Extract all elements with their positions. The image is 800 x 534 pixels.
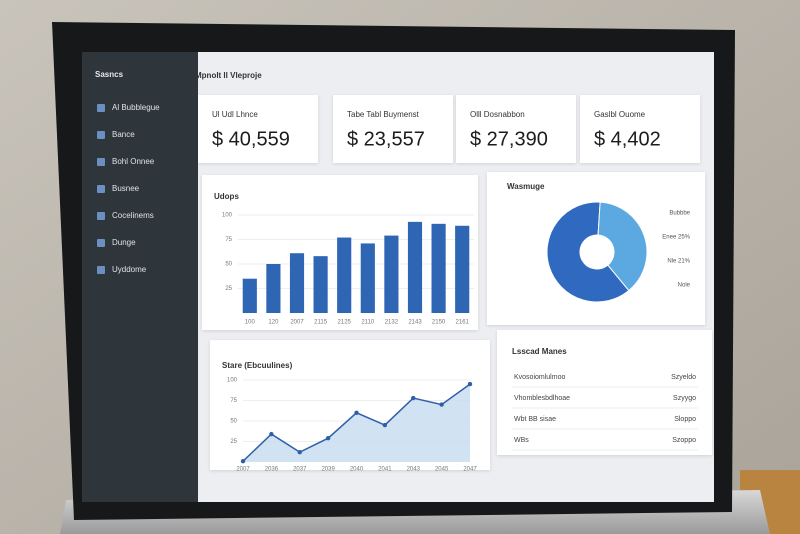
point (240, 458, 246, 464)
kpi-label: Gaslbl Ouome (594, 110, 646, 119)
x-tick-label: 120 (268, 320, 279, 326)
sidebar-icon (97, 131, 105, 139)
point (439, 402, 444, 407)
kpi-card (456, 95, 576, 163)
sidebar-icon (97, 158, 105, 166)
legend-label: Enee 25% (662, 235, 690, 241)
x-tick-label: 2040 (350, 467, 364, 473)
x-tick-label: 2047 (463, 467, 477, 473)
sidebar-item: Cocelinems (112, 211, 154, 220)
kpi-value: $ 40,559 (212, 128, 290, 150)
pie-title: Wasmuge (507, 182, 545, 191)
table-cell: Wbt BB sisae (514, 416, 556, 423)
table-cell: Szoppo (672, 437, 696, 444)
x-tick-label: 100 (245, 320, 256, 326)
bar (431, 223, 446, 313)
sidebar-item: Busnee (112, 184, 140, 193)
x-tick-label: 2036 (265, 467, 279, 473)
y-tick-label: 75 (230, 398, 237, 404)
point (297, 449, 302, 455)
y-tick-label: 50 (230, 419, 237, 425)
x-tick-label: 2110 (361, 320, 375, 326)
x-tick-label: 2150 (432, 320, 446, 326)
y-tick-label: 25 (230, 439, 237, 445)
bar (313, 256, 328, 313)
sidebar-item: Al Bubblegue (112, 103, 160, 112)
point (382, 422, 388, 428)
x-tick-label: 2115 (314, 320, 328, 326)
kpi-label: Olll Dosnabbon (470, 110, 525, 119)
x-tick-label: 2125 (338, 320, 352, 326)
pie-slice (546, 201, 630, 303)
kpi-value: $ 4,402 (594, 128, 661, 150)
x-tick-label: 2132 (385, 320, 399, 326)
sidebar-item: Uyddome (112, 265, 147, 274)
x-tick-label: 2041 (378, 467, 392, 473)
bar (266, 264, 281, 313)
line-title: Stare (Ebcuulines) (222, 361, 293, 370)
table-cell: Szyeldo (671, 374, 696, 381)
bar (242, 278, 257, 313)
kpi-card (580, 95, 700, 163)
x-tick-label: 2161 (456, 320, 470, 326)
point (269, 431, 274, 437)
legend-label: Nole (678, 283, 691, 289)
sidebar-icon (97, 212, 105, 220)
sidebar-icon (97, 239, 105, 247)
table-card (497, 330, 712, 455)
x-tick-label: 2039 (321, 467, 335, 473)
point (354, 410, 359, 415)
bar (384, 235, 399, 313)
x-tick-label: 2043 (407, 467, 421, 473)
table-cell: Sloppo (674, 416, 696, 423)
bar (455, 225, 470, 313)
table-cell: Szyygo (673, 395, 696, 402)
y-tick-label: 75 (225, 237, 232, 243)
sidebar-item: Dunge (112, 238, 136, 247)
table-cell: Kvosoiomlulmoo (514, 374, 565, 381)
sidebar-icon (97, 104, 105, 112)
pie-slice (597, 201, 648, 292)
sidebar-item: Bohl Onnee (112, 157, 155, 166)
x-tick-label: 2007 (236, 467, 250, 473)
bar (360, 243, 375, 313)
table-cell: Vhomblesbdlhoae (514, 395, 570, 402)
kpi-value: $ 23,557 (347, 128, 425, 150)
y-tick-label: 100 (222, 213, 233, 219)
sidebar-item: Bance (112, 130, 135, 139)
x-tick-label: 2007 (290, 320, 304, 326)
bar (407, 221, 423, 313)
point (467, 381, 473, 387)
kpi-card (333, 95, 453, 163)
x-tick-label: 2045 (435, 467, 449, 473)
y-tick-label: 50 (225, 262, 232, 268)
bar-title: Udops (214, 192, 239, 201)
sidebar-icon (97, 185, 105, 193)
kpi-label: Ul Udl Lhnce (212, 110, 258, 119)
y-tick-label: 100 (227, 378, 238, 384)
legend-label: Bubbbe (669, 211, 690, 217)
x-tick-label: 2143 (408, 320, 422, 326)
bar (337, 237, 352, 313)
y-tick-label: 25 (225, 286, 232, 292)
kpi-value: $ 27,390 (470, 128, 548, 150)
kpi-card (198, 95, 318, 163)
point (325, 436, 331, 441)
table-cell: WBs (514, 437, 529, 444)
sidebar-title: Sasncs (95, 70, 124, 79)
sidebar (82, 52, 198, 502)
area (243, 384, 470, 462)
point (411, 395, 416, 401)
sidebar-icon (97, 266, 105, 274)
kpi-label: Tabe Tabl Buymenst (347, 110, 420, 119)
legend-label: Nle 21% (667, 259, 690, 265)
table-title: Lsscad Manes (512, 347, 567, 356)
page-title: Mpnolt ll Vleproje (195, 71, 262, 80)
x-tick-label: 2037 (293, 467, 307, 473)
bar (289, 253, 305, 313)
